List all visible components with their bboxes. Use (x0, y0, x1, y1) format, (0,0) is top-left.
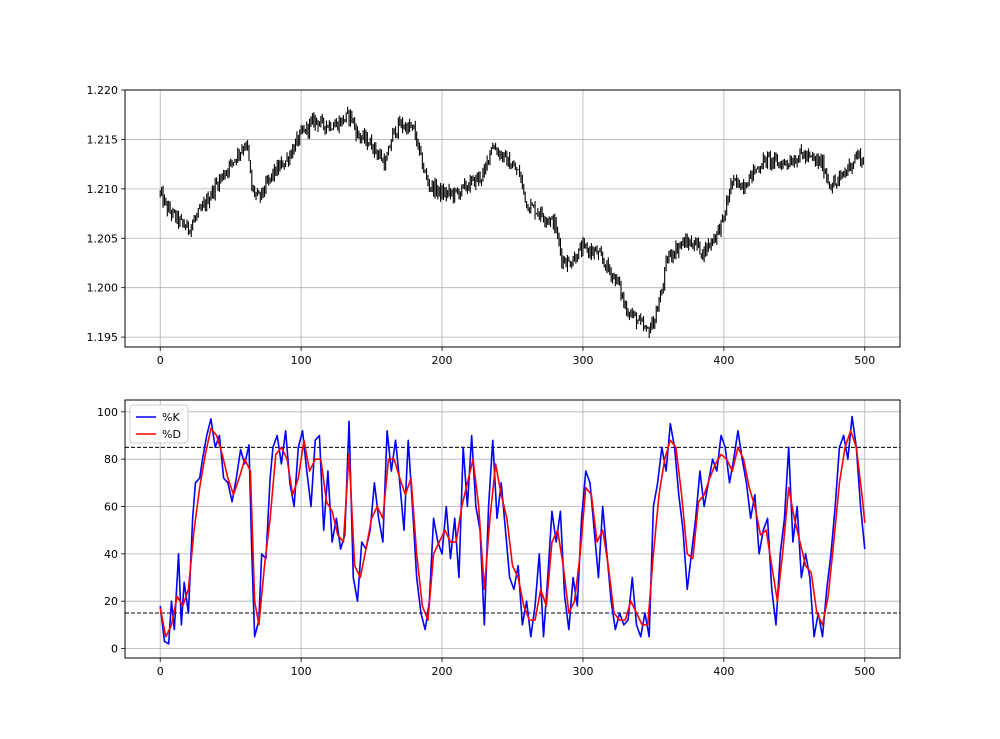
price-x-ticks: 0 100 200 300 400 500 (157, 347, 875, 367)
stochastic-x-tick-label: 200 (432, 665, 453, 678)
stochastic-x-tick-label: 100 (291, 665, 312, 678)
price-y-tick-label: 1.195 (87, 331, 119, 344)
stochastic-x-tick-label: 400 (713, 665, 734, 678)
stochastic-x-tick-label: 500 (854, 665, 875, 678)
price-x-tick-label: 300 (572, 354, 593, 367)
stochastic-y-tick-label: 40 (104, 548, 118, 561)
price-x-tick-label: 400 (713, 354, 734, 367)
price-y-tick-label: 1.215 (87, 133, 119, 146)
stochastic-y-tick-label: 80 (104, 453, 118, 466)
price-x-tick-label: 500 (854, 354, 875, 367)
legend-label: %K (162, 411, 180, 424)
price-x-tick-label: 0 (157, 354, 164, 367)
stochastic-x-tick-label: 0 (157, 665, 164, 678)
price-x-tick-label: 200 (432, 354, 453, 367)
stochastic-y-tick-label: 20 (104, 595, 118, 608)
stochastic-y-ticks: 0 20 40 60 80 100 (97, 406, 125, 656)
stochastic-x-ticks: 0 100 200 300 400 500 (157, 658, 875, 678)
price-y-tick-label: 1.200 (87, 282, 119, 295)
price-y-tick-label: 1.210 (87, 183, 119, 196)
stochastic-legend: %K %D (129, 404, 189, 444)
series-line-k (159, 415, 866, 645)
stochastic-panel: 0 100 200 300 400 500 0 20 40 60 80 100 %K %D (97, 399, 901, 678)
price-frame (124, 89, 901, 348)
stochastic-y-tick-label: 0 (111, 643, 118, 656)
stochastic-lines (159, 415, 866, 645)
price-bars (159, 106, 864, 339)
price-y-tick-label: 1.205 (87, 232, 119, 245)
legend-label: %D (162, 428, 181, 441)
price-panel: 0 100 200 300 400 500 1.195 1.200 1.205 1.210 1.2… (87, 84, 901, 367)
price-y-ticks: 1.195 1.200 1.205 1.210 1.215 1.220 (87, 84, 125, 344)
price-y-tick-label: 1.220 (87, 84, 119, 97)
stochastic-frame (124, 399, 901, 659)
stochastic-x-tick-label: 300 (572, 665, 593, 678)
price-x-tick-label: 100 (291, 354, 312, 367)
series-line-d (159, 427, 866, 638)
stochastic-y-tick-label: 60 (104, 501, 118, 514)
stochastic-y-tick-label: 100 (97, 406, 118, 419)
